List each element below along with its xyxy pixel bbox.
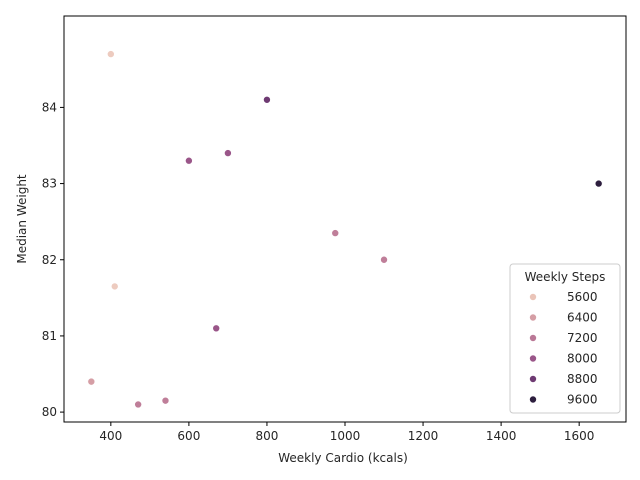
- data-point: [134, 400, 142, 409]
- data-point: [110, 282, 119, 291]
- x-tick-label: 600: [177, 429, 200, 443]
- legend-label: 6400: [567, 311, 598, 325]
- points-layer: [87, 50, 603, 409]
- legend-entries: 5600 6400 7200 8000 8800 9600: [529, 290, 598, 407]
- x-tick-label: 1000: [330, 429, 361, 443]
- legend-title: Weekly Steps: [525, 270, 606, 284]
- x-tick-label: 400: [99, 429, 122, 443]
- data-point: [594, 179, 603, 188]
- legend-marker: [529, 375, 537, 383]
- legend-box: [509, 263, 621, 414]
- legend-label: 5600: [567, 290, 598, 304]
- y-tick-label: 83: [42, 177, 57, 191]
- data-point: [212, 324, 221, 333]
- legend-marker: [529, 395, 537, 404]
- data-point: [161, 396, 170, 405]
- legend-label: 8000: [567, 352, 598, 366]
- legend-marker: [529, 334, 537, 342]
- data-point: [224, 149, 232, 157]
- y-tick-label: 84: [42, 100, 57, 114]
- legend-label: 9600: [567, 393, 598, 407]
- legend-marker: [529, 354, 537, 363]
- data-point: [107, 50, 115, 58]
- data-point: [87, 377, 96, 386]
- data-point: [331, 229, 340, 237]
- data-point: [185, 156, 193, 165]
- y-tick-label: 81: [42, 329, 57, 343]
- legend-marker: [529, 293, 537, 301]
- y-axis-label: Median Weight: [15, 174, 29, 264]
- x-tick-label: 1200: [408, 429, 439, 443]
- y-tick-label: 80: [42, 405, 57, 419]
- legend-marker: [529, 313, 537, 322]
- legend-label: 7200: [567, 331, 598, 345]
- x-axis-label: Weekly Cardio (kcals): [278, 451, 408, 465]
- data-point: [263, 95, 271, 104]
- y-axis: 80 81 82 83 84: [42, 100, 64, 419]
- legend: Weekly Steps 5600 6400 7200 8000 8800 9600: [509, 263, 621, 414]
- x-tick-label: 800: [255, 429, 278, 443]
- data-point: [380, 255, 388, 264]
- y-tick-label: 82: [42, 253, 57, 267]
- x-tick-label: 1600: [564, 429, 595, 443]
- legend-label: 8800: [567, 372, 598, 386]
- x-tick-label: 1400: [486, 429, 517, 443]
- x-axis: 400 600 800 1000 1200 1400 1600: [99, 422, 594, 443]
